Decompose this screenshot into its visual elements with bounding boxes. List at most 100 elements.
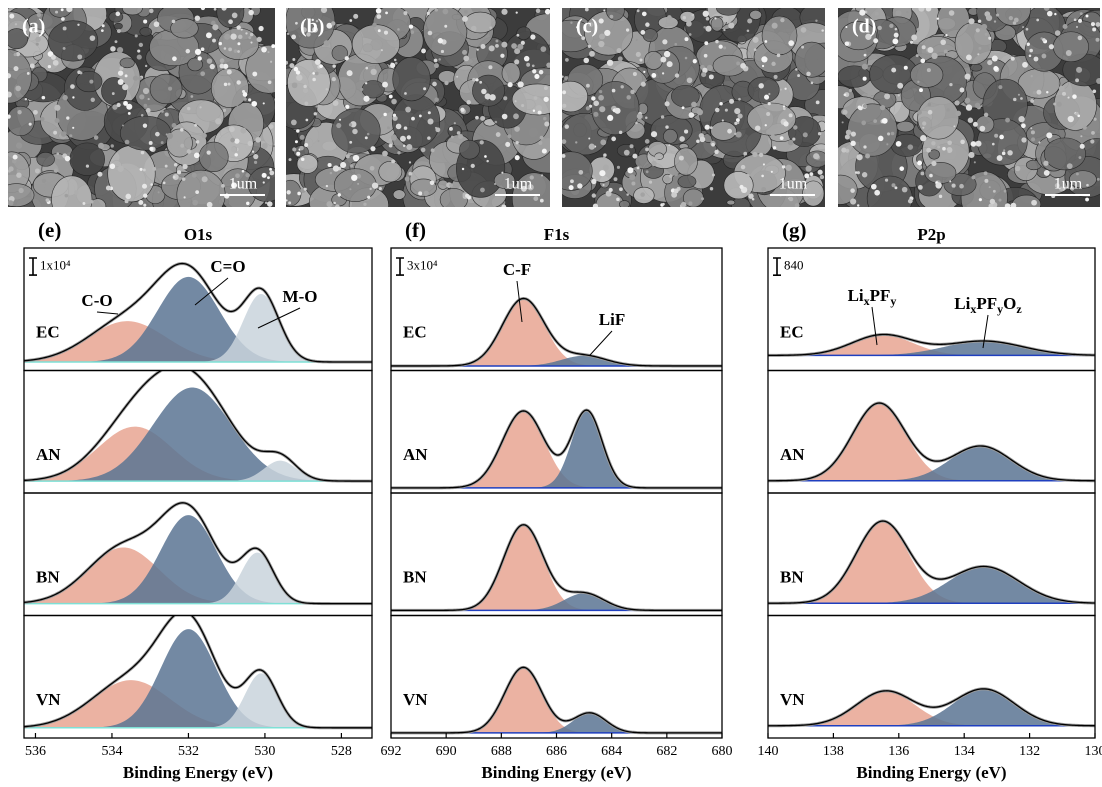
fine-grain xyxy=(235,173,240,179)
x-tick-label: 690 xyxy=(436,744,457,759)
subpanel-frame xyxy=(767,614,1096,739)
fine-grain xyxy=(991,142,995,146)
fine-grain xyxy=(292,147,297,152)
fine-grain xyxy=(126,103,133,110)
component-label: LixPFy xyxy=(848,286,897,308)
fine-grain xyxy=(194,124,197,127)
fine-grain xyxy=(299,145,304,151)
fine-grain xyxy=(392,115,398,121)
fine-grain xyxy=(714,107,720,113)
fine-grain xyxy=(385,11,388,15)
fine-grain xyxy=(892,38,899,45)
sample-label: VN xyxy=(403,690,428,709)
fine-grain xyxy=(754,125,761,131)
fine-grain xyxy=(922,126,925,129)
fine-grain xyxy=(349,19,353,22)
fine-grain xyxy=(60,131,67,137)
sample-label: AN xyxy=(403,445,428,464)
fine-grain xyxy=(531,64,535,68)
fine-grain xyxy=(501,41,508,48)
fine-grain xyxy=(138,76,142,81)
fine-grain xyxy=(842,109,848,115)
fine-grain xyxy=(598,94,604,101)
fine-grain xyxy=(481,88,487,95)
fine-grain xyxy=(767,102,771,106)
fine-grain xyxy=(995,13,1000,17)
fine-grain xyxy=(256,36,262,43)
fine-grain xyxy=(462,49,468,55)
fine-grain xyxy=(889,23,894,29)
fine-grain xyxy=(34,168,40,174)
fine-grain xyxy=(975,140,982,147)
fine-grain xyxy=(737,113,743,119)
grain xyxy=(710,16,724,32)
fine-grain xyxy=(630,89,635,95)
fine-grain xyxy=(325,184,329,188)
fine-grain xyxy=(222,108,227,112)
fine-grain xyxy=(62,94,68,101)
fine-grain xyxy=(302,88,309,94)
fine-grain xyxy=(363,202,367,206)
fine-grain xyxy=(625,28,630,32)
fine-grain xyxy=(711,173,715,177)
sample-label: EC xyxy=(36,323,60,342)
fine-grain xyxy=(360,87,364,91)
fine-grain xyxy=(714,17,717,20)
fine-grain xyxy=(312,72,315,75)
fine-grain xyxy=(959,87,965,93)
fine-grain xyxy=(619,187,623,192)
fine-grain xyxy=(478,198,481,201)
fine-grain xyxy=(501,8,508,15)
fine-grain xyxy=(604,29,611,37)
fine-grain xyxy=(729,98,735,104)
fine-grain xyxy=(745,174,750,179)
sample-label: AN xyxy=(780,445,805,464)
fine-grain xyxy=(236,105,239,108)
scale-bar-label: 840 xyxy=(784,258,804,273)
fine-grain xyxy=(221,183,225,188)
label-pointer xyxy=(982,314,989,349)
fine-grain xyxy=(562,75,564,78)
fine-grain xyxy=(668,174,673,178)
fine-grain xyxy=(722,15,729,23)
fine-grain xyxy=(772,146,777,150)
grain xyxy=(726,199,736,206)
fine-grain xyxy=(784,87,787,90)
fine-grain xyxy=(339,118,342,121)
fine-grain xyxy=(953,125,956,128)
fine-grain xyxy=(1067,96,1070,99)
fine-grain xyxy=(562,103,567,108)
fine-grain xyxy=(236,80,241,85)
fine-grain xyxy=(973,161,976,164)
fine-grain xyxy=(430,148,435,153)
fine-grain xyxy=(460,107,465,112)
fine-grain xyxy=(532,69,537,74)
fine-grain xyxy=(533,196,539,201)
fine-grain xyxy=(13,53,17,57)
fine-grain xyxy=(562,139,567,144)
fine-grain xyxy=(466,100,471,105)
spectrum xyxy=(391,409,722,489)
fine-grain xyxy=(709,187,714,191)
fine-grain xyxy=(41,178,47,183)
fine-grain xyxy=(804,173,810,179)
fine-grain xyxy=(111,92,115,95)
peak-fit xyxy=(24,629,372,728)
fine-grain xyxy=(1058,186,1064,192)
fine-grain xyxy=(1025,27,1029,31)
fine-grain xyxy=(544,8,550,15)
fine-grain xyxy=(375,8,382,14)
fine-grain xyxy=(844,41,850,46)
fine-grain xyxy=(915,54,919,58)
fine-grain xyxy=(352,154,360,162)
fine-grain xyxy=(688,201,693,206)
fine-grain xyxy=(121,124,124,127)
panel-label: (g) xyxy=(782,218,807,242)
fine-grain xyxy=(480,187,485,193)
fine-grain xyxy=(369,187,372,191)
panel-label: (a) xyxy=(22,16,45,38)
fine-grain xyxy=(85,164,90,168)
fine-grain xyxy=(884,93,891,100)
fine-grain xyxy=(684,37,689,42)
fine-grain xyxy=(61,17,65,21)
